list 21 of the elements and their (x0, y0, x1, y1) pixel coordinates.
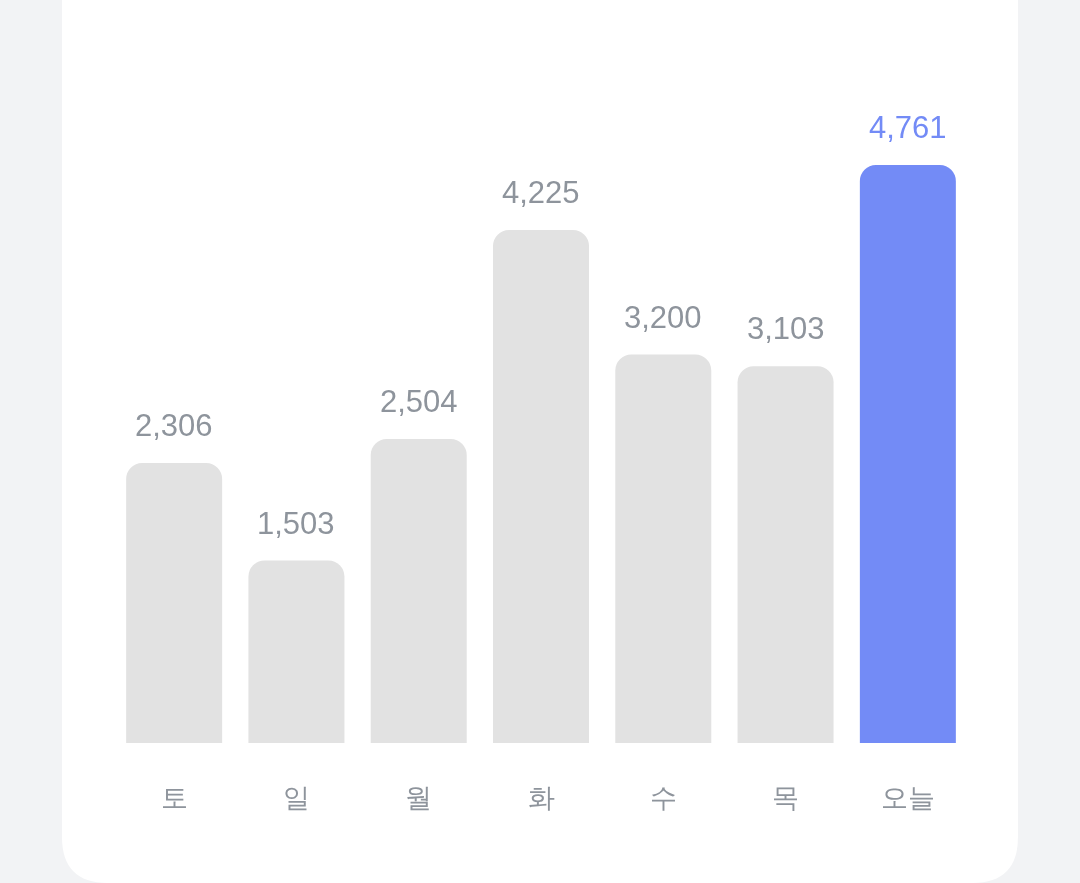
x-tick-label: 월 (405, 783, 433, 813)
data-label: 1,503 (257, 506, 335, 541)
x-tick-label: 일 (282, 783, 310, 813)
bar (493, 230, 589, 743)
x-tick-label: 오늘 (880, 783, 935, 813)
bar (737, 366, 834, 743)
data-label: 3,200 (624, 300, 702, 335)
data-label: 3,103 (747, 311, 825, 346)
bar (248, 560, 345, 743)
data-label: 2,306 (135, 408, 213, 443)
data-label: 4,225 (502, 175, 580, 210)
x-tick-label: 수 (649, 783, 677, 813)
x-tick-label: 목 (772, 783, 800, 813)
bar (370, 439, 467, 743)
bar (126, 463, 223, 743)
x-tick-label: 토 (160, 783, 188, 813)
data-label: 4,761 (869, 110, 947, 145)
x-tick-label: 화 (527, 783, 555, 813)
data-label: 2,504 (380, 384, 458, 419)
bar (859, 165, 956, 743)
bar (615, 354, 712, 743)
